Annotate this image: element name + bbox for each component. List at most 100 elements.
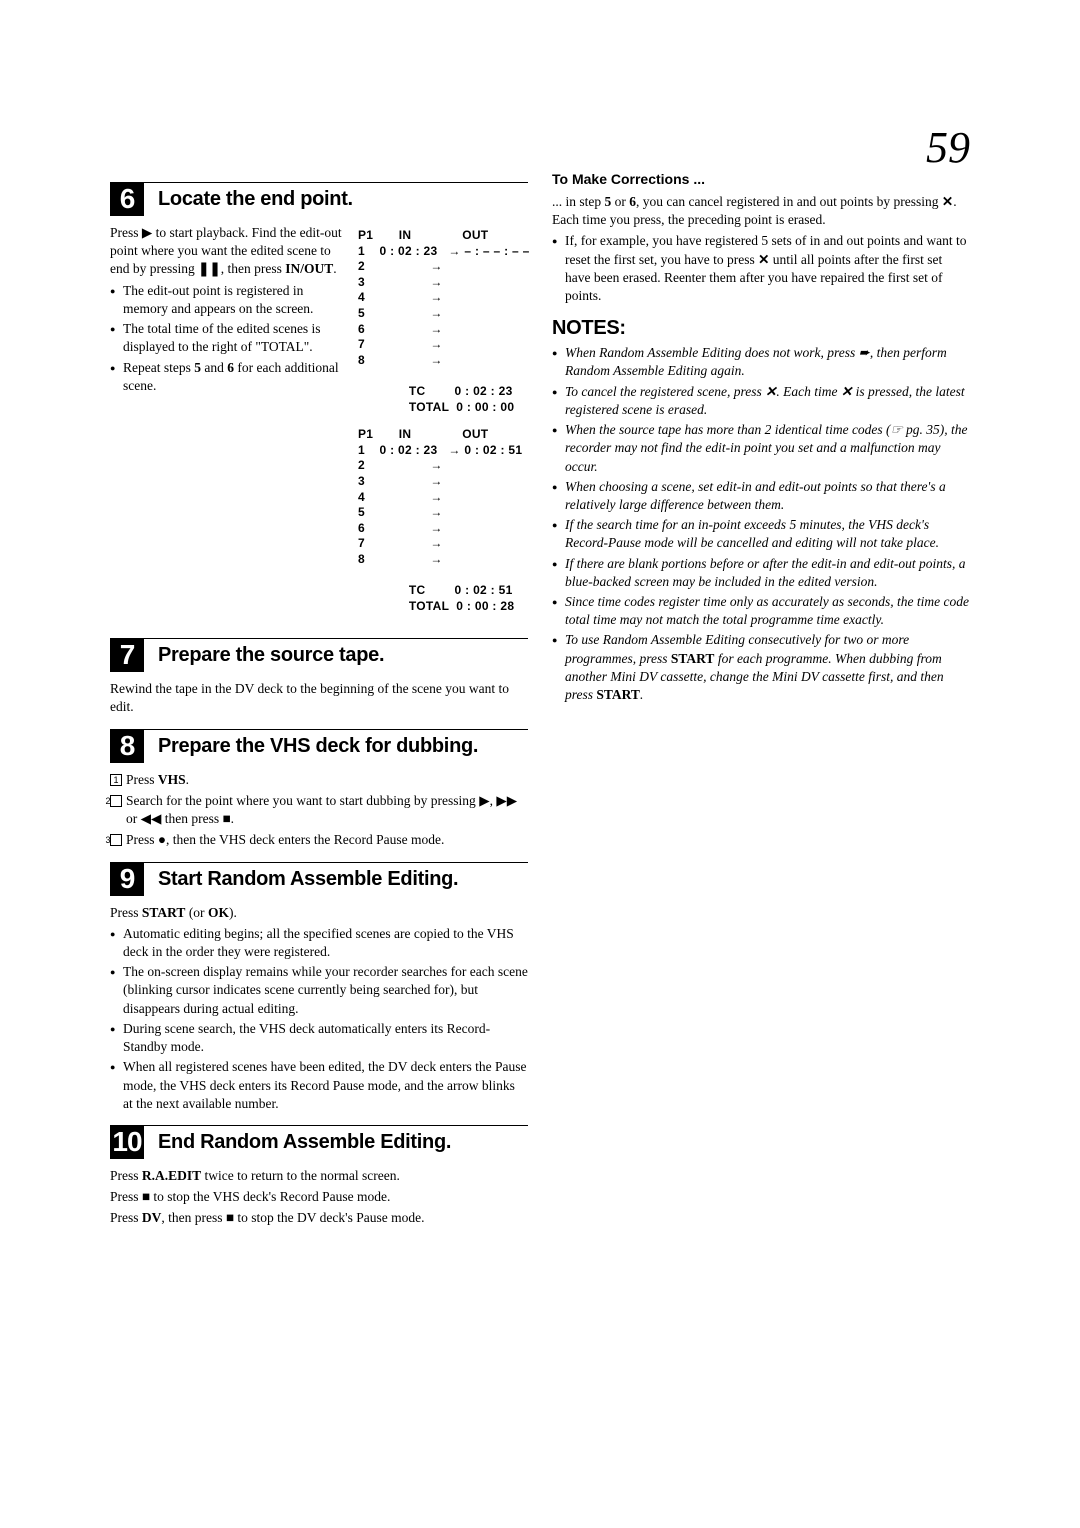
t: to stop the DV deck's Pause mode. (234, 1210, 424, 1225)
t: ). (229, 905, 237, 920)
edit-table-2: P1 IN OUT 1 0 : 02 : 23 → 0 : 02 : 51 2 … (358, 427, 528, 614)
t: then press (161, 811, 222, 826)
note-7: Since time codes register time only as a… (552, 593, 970, 629)
step7-p1: Rewind the tape in the DV deck to the be… (110, 680, 528, 716)
step9-title: Start Random Assemble Editing. (158, 866, 458, 893)
step6-b2: The total time of the edited scenes is d… (110, 320, 348, 356)
step6-title: Locate the end point. (158, 186, 353, 213)
t: START (596, 687, 640, 702)
step8-title: Prepare the VHS deck for dubbing. (158, 733, 478, 760)
pause-icon: ❚❚ (198, 261, 221, 276)
t: twice to return to the normal screen. (201, 1168, 400, 1183)
step8-i1: 1Press VHS. (110, 771, 528, 789)
t: 5 (194, 360, 201, 375)
note-5: If the search time for an in-point excee… (552, 516, 970, 552)
t: Press (126, 772, 158, 787)
step9-num: 9 (110, 862, 144, 896)
two-column-layout: 6 Locate the end point. Press ▶ to start… (110, 170, 970, 1231)
step10-p3: Press DV, then press ■ to stop the DV de… (110, 1209, 528, 1227)
t: When the source tape has more than 2 ide… (565, 422, 891, 437)
rew-icon: ◀◀ (141, 811, 162, 826)
ref-icon: ☞ (891, 422, 903, 437)
step6-bullets: The edit-out point is registered in memo… (110, 282, 348, 395)
right-column: To Make Corrections ... ... in step 5 or… (552, 170, 970, 1231)
t: and (201, 360, 227, 375)
t: To cancel the registered scene, press (565, 384, 765, 399)
step9-b4: When all registered scenes have been edi… (110, 1058, 528, 1113)
cancel-icon: ✕ (765, 384, 776, 399)
play-icon: ▶ (142, 225, 152, 240)
step10-p1: Press R.A.EDIT twice to return to the no… (110, 1167, 528, 1185)
t: Press (110, 1189, 142, 1204)
step9-b2: The on-screen display remains while your… (110, 963, 528, 1018)
t: DV (142, 1210, 162, 1225)
t: START (671, 651, 715, 666)
t: . (231, 811, 234, 826)
step6-tables: P1 IN OUT 1 0 : 02 : 23 → – : – – : – – … (358, 224, 528, 626)
stop-icon: ■ (223, 811, 231, 826)
t: Press (110, 905, 142, 920)
corrections-b1: If, for example, you have registered 5 s… (552, 232, 970, 305)
t: Press (110, 1210, 142, 1225)
t: . (186, 772, 189, 787)
note-2: To cancel the registered scene, press ✕.… (552, 383, 970, 419)
cancel-icon: ✕ (942, 194, 953, 209)
step7-title: Prepare the source tape. (158, 642, 384, 669)
cancel-icon: ✕ (841, 384, 852, 399)
step6-b3: Repeat steps 5 and 6 for each additional… (110, 359, 348, 395)
cancel-icon: ✕ (758, 252, 769, 267)
ff-icon: ▶▶ (496, 793, 517, 808)
step8-i2: 2Search for the point where you want to … (110, 792, 528, 828)
t: 6 (227, 360, 234, 375)
corrections-head: To Make Corrections ... (552, 170, 970, 189)
t: OK (208, 905, 229, 920)
step9-bullets: Automatic editing begins; all the specif… (110, 925, 528, 1113)
t: When Random Assemble Editing does not wo… (565, 345, 859, 360)
t: Press (110, 225, 142, 240)
stop-icon: ■ (226, 1210, 234, 1225)
step9-b1: Automatic editing begins; all the specif… (110, 925, 528, 961)
step6-text: Press ▶ to start playback. Find the edit… (110, 224, 348, 626)
step8-list: 1Press VHS. 2Search for the point where … (110, 771, 528, 850)
step6-p1: Press ▶ to start playback. Find the edit… (110, 224, 348, 279)
t: R.A.EDIT (142, 1168, 201, 1183)
step10-head: 10 End Random Assemble Editing. (110, 1125, 528, 1159)
stop-icon: ■ (142, 1189, 150, 1204)
step8-num: 8 (110, 729, 144, 763)
corrections-p1: ... in step 5 or 6, you can cancel regis… (552, 193, 970, 229)
step8-i3: 3Press ●, then the VHS deck enters the R… (110, 831, 528, 849)
t: 6 (629, 194, 636, 209)
play-icon: ▶ (479, 793, 489, 808)
step9-p1: Press START (or OK). (110, 904, 528, 922)
note-4: When choosing a scene, set edit-in and e… (552, 478, 970, 514)
t: START (142, 905, 186, 920)
note-3: When the source tape has more than 2 ide… (552, 421, 970, 476)
t: , then press (161, 1210, 226, 1225)
note-8: To use Random Assemble Editing consecuti… (552, 631, 970, 704)
t: ... in step (552, 194, 605, 209)
t: (or (185, 905, 208, 920)
note-1: When Random Assemble Editing does not wo… (552, 344, 970, 380)
t: , then the VHS deck enters the Record Pa… (166, 832, 444, 847)
left-column: 6 Locate the end point. Press ▶ to start… (110, 170, 528, 1231)
step8-head: 8 Prepare the VHS deck for dubbing. (110, 729, 528, 763)
notes-head: NOTES: (552, 315, 970, 342)
t: . (640, 687, 643, 702)
step10-title: End Random Assemble Editing. (158, 1129, 451, 1156)
step9-b3: During scene search, the VHS deck automa… (110, 1020, 528, 1056)
t: to stop the VHS deck's Record Pause mode… (150, 1189, 390, 1204)
corrections-bullets: If, for example, you have registered 5 s… (552, 232, 970, 305)
num-2-icon: 2 (110, 795, 122, 807)
edit-table-1: P1 IN OUT 1 0 : 02 : 23 → – : – – : – – … (358, 228, 528, 415)
t: Repeat steps (123, 360, 194, 375)
step10-p2: Press ■ to stop the VHS deck's Record Pa… (110, 1188, 528, 1206)
t: , you can cancel registered in and out p… (636, 194, 942, 209)
t: VHS (158, 772, 186, 787)
t: IN/OUT (285, 261, 333, 276)
t: . (333, 261, 336, 276)
notes-list: When Random Assemble Editing does not wo… (552, 344, 970, 704)
t: or (126, 811, 141, 826)
step10-num: 10 (110, 1125, 144, 1159)
step9-head: 9 Start Random Assemble Editing. (110, 862, 528, 896)
t: Press (110, 1168, 142, 1183)
